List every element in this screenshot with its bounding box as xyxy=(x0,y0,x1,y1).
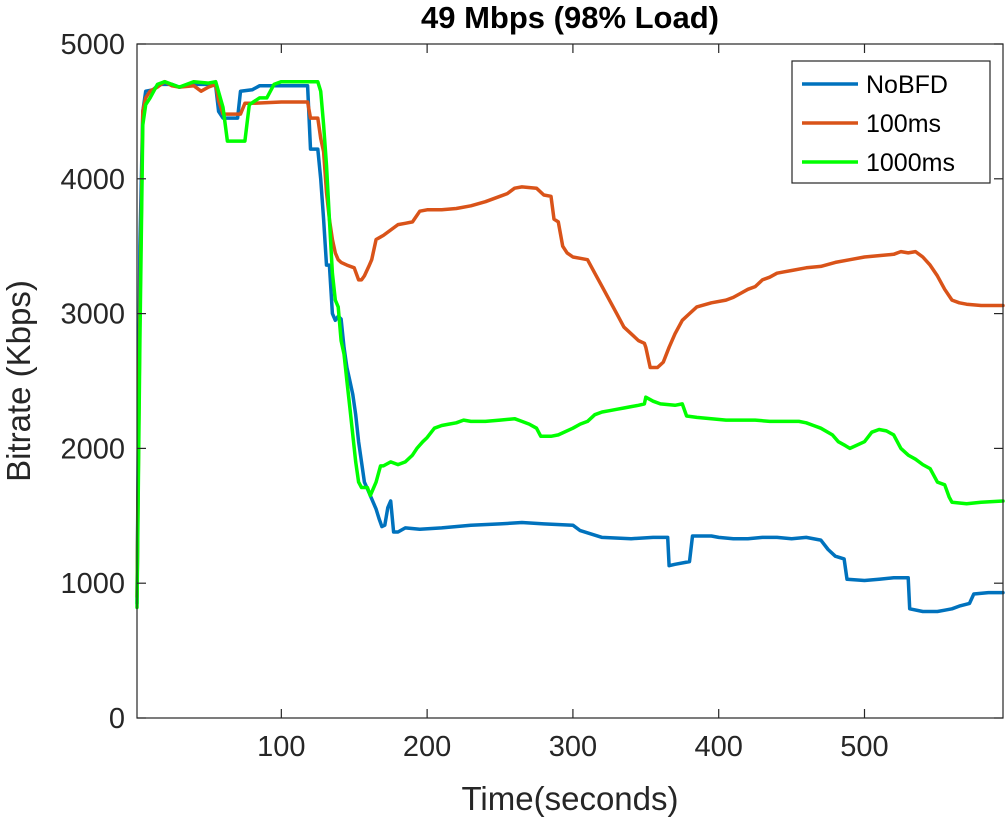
plot-frame xyxy=(136,43,1004,719)
series-layer xyxy=(135,79,1005,614)
y-tick-label: 0 xyxy=(109,703,125,735)
y-tick-label: 2000 xyxy=(60,433,125,465)
series-line-1000ms xyxy=(135,79,1005,610)
chart-title: 49 Mbps (98% Load) xyxy=(421,0,719,35)
legend-label-nobfd: NoBFD xyxy=(866,71,948,99)
y-tick-label: 4000 xyxy=(60,164,125,196)
legend: NoBFD 100ms 1000ms xyxy=(791,60,991,184)
y-tick-label: 1000 xyxy=(60,568,125,600)
x-tick-label: 300 xyxy=(549,731,597,763)
series-line-100ms xyxy=(135,79,1005,599)
series-line-nobfd xyxy=(135,82,1005,614)
x-tick-label: 500 xyxy=(840,731,888,763)
x-tick-label: 200 xyxy=(403,731,451,763)
x-axis: 100 200 300 400 500 xyxy=(257,44,889,763)
y-tick-label: 3000 xyxy=(60,299,125,331)
y-axis: 0 1000 2000 3000 4000 5000 xyxy=(60,29,1003,735)
x-tick-label: 400 xyxy=(695,731,743,763)
x-axis-label: Time(seconds) xyxy=(462,780,679,817)
y-tick-label: 5000 xyxy=(60,29,125,61)
legend-label-100ms: 100ms xyxy=(866,110,941,138)
y-axis-label: Bitrate (Kbps) xyxy=(0,280,37,482)
legend-label-1000ms: 1000ms xyxy=(866,149,955,177)
x-tick-label: 100 xyxy=(257,731,305,763)
